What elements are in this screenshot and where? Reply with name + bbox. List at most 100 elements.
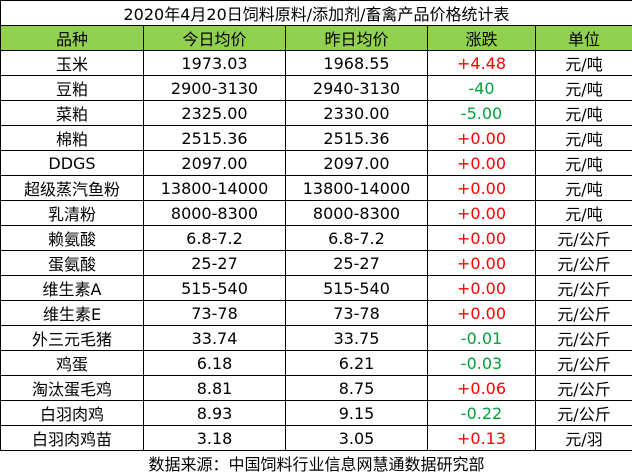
change-cell: +0.00 — [428, 301, 536, 326]
unit-cell: 元/吨 — [536, 101, 632, 126]
change-cell: +0.00 — [428, 251, 536, 276]
footer-row: 数据来源：中国饲料行业信息网慧通数据研究部 — [1, 451, 632, 475]
item-cell: 豆粕 — [1, 76, 144, 101]
unit-cell: 元/吨 — [536, 126, 632, 151]
price-cell: 6.8-7.2 — [286, 226, 428, 251]
item-cell: 淘汰蛋毛鸡 — [1, 376, 144, 401]
price-cell: 13800-14000 — [286, 176, 428, 201]
price-cell: 25-27 — [286, 251, 428, 276]
price-cell: 6.18 — [144, 351, 286, 376]
price-cell: 33.75 — [286, 326, 428, 351]
price-cell: 515-540 — [286, 276, 428, 301]
source-note: 数据来源：中国饲料行业信息网慧通数据研究部 — [1, 451, 632, 475]
change-cell: -40 — [428, 76, 536, 101]
price-cell: 2515.36 — [286, 126, 428, 151]
price-cell: 1968.55 — [286, 51, 428, 76]
change-cell: +0.13 — [428, 426, 536, 451]
price-cell: 2515.36 — [144, 126, 286, 151]
item-cell: 超级蒸汽鱼粉 — [1, 176, 144, 201]
price-cell: 2325.00 — [144, 101, 286, 126]
unit-cell: 元/公斤 — [536, 326, 632, 351]
table-title: 2020年4月20日饲料原料/添加剂/畜禽产品价格统计表 — [1, 1, 632, 26]
change-cell: +0.00 — [428, 151, 536, 176]
price-cell: 73-78 — [286, 301, 428, 326]
item-cell: DDGS — [1, 151, 144, 176]
price-cell: 515-540 — [144, 276, 286, 301]
unit-cell: 元/公斤 — [536, 351, 632, 376]
price-cell: 8.81 — [144, 376, 286, 401]
item-cell: 玉米 — [1, 51, 144, 76]
header-row: 品种今日均价昨日均价涨跌单位 — [1, 26, 632, 51]
unit-cell: 元/吨 — [536, 176, 632, 201]
change-cell: +0.00 — [428, 176, 536, 201]
price-cell: 8000-8300 — [286, 201, 428, 226]
price-cell: 33.74 — [144, 326, 286, 351]
unit-cell: 元/吨 — [536, 76, 632, 101]
change-cell: +0.00 — [428, 276, 536, 301]
unit-cell: 元/吨 — [536, 51, 632, 76]
price-cell: 2097.00 — [286, 151, 428, 176]
item-cell: 棉粕 — [1, 126, 144, 151]
header-cell: 昨日均价 — [286, 26, 428, 51]
item-cell: 乳清粉 — [1, 201, 144, 226]
price-cell: 6.8-7.2 — [144, 226, 286, 251]
unit-cell: 元/吨 — [536, 151, 632, 176]
change-cell: +0.00 — [428, 226, 536, 251]
item-cell: 蛋氨酸 — [1, 251, 144, 276]
change-cell: -5.00 — [428, 101, 536, 126]
change-cell: -0.03 — [428, 351, 536, 376]
unit-cell: 元/公斤 — [536, 276, 632, 301]
price-cell: 2330.00 — [286, 101, 428, 126]
change-cell: -0.22 — [428, 401, 536, 426]
header-cell: 单位 — [536, 26, 632, 51]
item-cell: 白羽肉鸡 — [1, 401, 144, 426]
price-cell: 8000-8300 — [144, 201, 286, 226]
header-cell: 今日均价 — [144, 26, 286, 51]
item-cell: 菜粕 — [1, 101, 144, 126]
header-cell: 品种 — [1, 26, 144, 51]
unit-cell: 元/公斤 — [536, 301, 632, 326]
price-cell: 2900-3130 — [144, 76, 286, 101]
price-cell: 3.18 — [144, 426, 286, 451]
unit-cell: 元/吨 — [536, 201, 632, 226]
price-cell: 13800-14000 — [144, 176, 286, 201]
change-cell: +0.06 — [428, 376, 536, 401]
price-cell: 2097.00 — [144, 151, 286, 176]
unit-cell: 元/公斤 — [536, 401, 632, 426]
page: {"table": { "title": "2020年4月20日饲料原料/添加剂… — [0, 0, 632, 462]
change-cell: +4.48 — [428, 51, 536, 76]
change-cell: -0.01 — [428, 326, 536, 351]
price-cell: 25-27 — [144, 251, 286, 276]
price-cell: 9.15 — [286, 401, 428, 426]
item-cell: 赖氨酸 — [1, 226, 144, 251]
unit-cell: 元/公斤 — [536, 376, 632, 401]
price-cell: 2940-3130 — [286, 76, 428, 101]
item-cell: 维生素A — [1, 276, 144, 301]
price-cell: 1973.03 — [144, 51, 286, 76]
unit-cell: 元/公斤 — [536, 226, 632, 251]
change-cell: +0.00 — [428, 201, 536, 226]
item-cell: 白羽肉鸡苗 — [1, 426, 144, 451]
item-cell: 维生素E — [1, 301, 144, 326]
header-cell: 涨跌 — [428, 26, 536, 51]
title-row: 2020年4月20日饲料原料/添加剂/畜禽产品价格统计表 — [1, 1, 632, 26]
unit-cell: 元/羽 — [536, 426, 632, 451]
price-cell: 3.05 — [286, 426, 428, 451]
change-cell: +0.00 — [428, 126, 536, 151]
